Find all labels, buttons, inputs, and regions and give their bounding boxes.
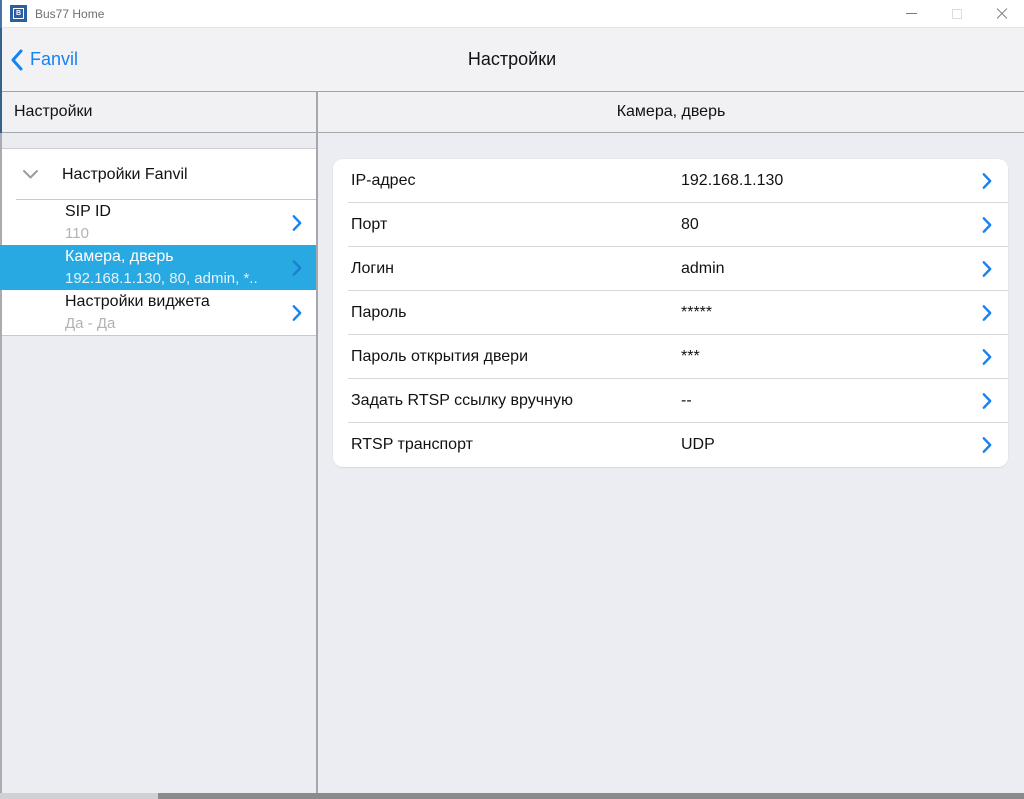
- chevron-right-icon: [982, 261, 992, 278]
- settings-row-value: 192.168.1.130: [681, 172, 784, 189]
- settings-row-1[interactable]: IP-адрес 192.168.1.130: [333, 159, 1008, 203]
- sidebar-tree-items: SIP ID 110 Камера, дверь 192.168.1.130, …: [0, 200, 316, 335]
- close-icon: [996, 8, 1008, 20]
- settings-row-label: RTSP транспорт: [351, 436, 473, 453]
- chevron-right-icon: [982, 217, 992, 234]
- settings-row-value: UDP: [681, 436, 715, 453]
- chevron-right-icon: [292, 304, 302, 321]
- close-button[interactable]: [979, 0, 1024, 28]
- sidebar-item-text: Камера, дверь 192.168.1.130, 80, admin, …: [65, 247, 258, 288]
- settings-sidebar: Настройки Fanvil SIP ID 110 Камера, двер…: [0, 133, 318, 793]
- back-chevron-icon: [10, 49, 23, 71]
- detail-panel: IP-адрес 192.168.1.130 Порт 80 Логин adm…: [318, 133, 1024, 793]
- chevron-down-icon[interactable]: [22, 169, 39, 180]
- columns-header: Настройки Камера, дверь: [0, 92, 1024, 133]
- nav-header: Fanvil Настройки: [0, 27, 1024, 93]
- sidebar-spacer: [0, 133, 316, 149]
- settings-row-value: 80: [681, 216, 699, 233]
- page-title: Настройки: [467, 49, 557, 69]
- chevron-right-icon: [982, 305, 992, 322]
- settings-row-4[interactable]: Пароль *****: [333, 291, 1008, 335]
- app-icon-glyph: B: [13, 8, 24, 19]
- sidebar-group-label: Настройки Fanvil: [62, 165, 188, 183]
- back-button-label: Fanvil: [30, 49, 79, 69]
- app-icon: B: [10, 5, 27, 22]
- minimize-icon: [906, 13, 917, 14]
- sidebar-item-title: Камера, дверь: [65, 248, 174, 265]
- settings-row-label: Задать RTSP ссылку вручную: [351, 392, 573, 409]
- settings-row-label: Пароль открытия двери: [351, 348, 528, 365]
- settings-row-label: Логин: [351, 260, 395, 277]
- window-left-border: [0, 0, 2, 28]
- window-title: Bus77 Home: [35, 6, 105, 21]
- sidebar-item-subtitle: 192.168.1.130, 80, admin, *..: [65, 270, 258, 287]
- sidebar-item-2[interactable]: Камера, дверь 192.168.1.130, 80, admin, …: [0, 245, 316, 290]
- bottom-taskbar-edge: [0, 793, 1024, 799]
- titlebar: B Bus77 Home: [0, 0, 1024, 28]
- settings-row-3[interactable]: Логин admin: [333, 247, 1008, 291]
- sidebar-tree: Настройки Fanvil SIP ID 110 Камера, двер…: [0, 149, 316, 336]
- sidebar-group-fanvil[interactable]: Настройки Fanvil: [0, 149, 316, 200]
- window-controls: [889, 0, 1024, 28]
- settings-row-label: IP-адрес: [351, 172, 416, 189]
- sidebar-item-text: SIP ID 110: [65, 202, 111, 243]
- sidebar-item-subtitle: Да - Да: [65, 315, 116, 332]
- back-button[interactable]: Fanvil: [10, 49, 78, 71]
- sidebar-item-title: Настройки виджета: [65, 293, 210, 310]
- sidebar-item-title: SIP ID: [65, 203, 111, 220]
- maximize-button[interactable]: [934, 0, 979, 28]
- settings-row-7[interactable]: RTSP транспорт UDP: [333, 423, 1008, 467]
- maximize-icon: [951, 8, 962, 19]
- content-area: Настройки Fanvil SIP ID 110 Камера, двер…: [0, 133, 1024, 793]
- bottom-bar-segment: [0, 793, 158, 799]
- detail-column-title: Камера, дверь: [616, 103, 726, 120]
- settings-row-6[interactable]: Задать RTSP ссылку вручную --: [333, 379, 1008, 423]
- settings-row-2[interactable]: Порт 80: [333, 203, 1008, 247]
- window-left-border: [0, 27, 2, 93]
- chevron-right-icon: [292, 259, 302, 276]
- sidebar-item-text: Настройки виджета Да - Да: [65, 292, 210, 333]
- chevron-right-icon: [982, 393, 992, 410]
- settings-row-5[interactable]: Пароль открытия двери ***: [333, 335, 1008, 379]
- chevron-right-icon: [982, 349, 992, 366]
- settings-row-value: ***: [681, 348, 700, 365]
- settings-row-value: *****: [681, 304, 713, 321]
- sidebar-item-3[interactable]: Настройки виджета Да - Да: [0, 290, 316, 335]
- sidebar-column-title: Настройки: [0, 92, 318, 132]
- chevron-right-icon: [982, 437, 992, 454]
- chevron-right-icon: [292, 214, 302, 231]
- window-left-border: [0, 133, 2, 793]
- minimize-button[interactable]: [889, 0, 934, 28]
- chevron-right-icon: [982, 173, 992, 190]
- camera-settings-card: IP-адрес 192.168.1.130 Порт 80 Логин adm…: [333, 159, 1008, 467]
- settings-row-label: Пароль: [351, 304, 407, 321]
- settings-row-label: Порт: [351, 216, 388, 233]
- settings-row-value: admin: [681, 260, 725, 277]
- sidebar-item-subtitle: 110: [65, 225, 89, 242]
- bottom-bar-segment: [158, 793, 1024, 799]
- sidebar-item-1[interactable]: SIP ID 110: [0, 200, 316, 245]
- settings-row-value: --: [681, 392, 692, 409]
- window-left-border: [0, 92, 2, 133]
